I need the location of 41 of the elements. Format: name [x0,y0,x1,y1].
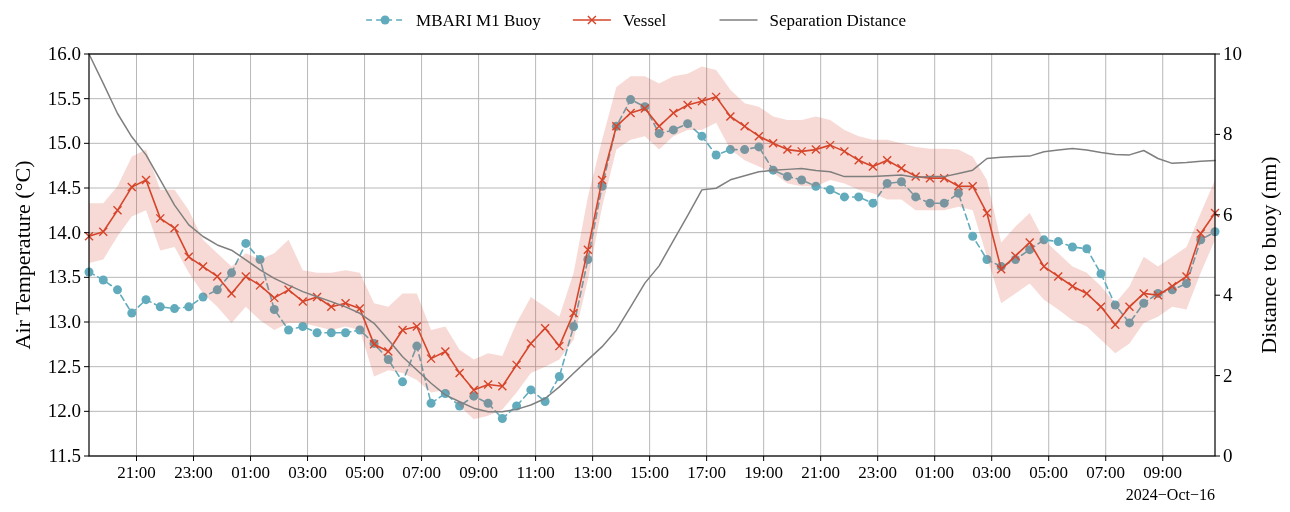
x-tick-label: 17:00 [687,463,726,482]
x-tick-label: 03:00 [288,463,327,482]
y-tick-label: 15.5 [47,87,81,109]
legend-label: MBARI M1 Buoy [416,11,542,30]
y2-tick-label: 10 [1223,43,1242,64]
x-tick-label: 23:00 [174,463,213,482]
x-tick-label: 19:00 [744,463,784,482]
y-tick-label: 15.0 [47,132,81,154]
x-tick-label: 09:00 [459,463,498,482]
x-tick-label: 01:00 [915,463,955,482]
legend-label: Vessel [622,11,667,30]
legend-label: Separation Distance [769,11,906,30]
y-tick-label: 12.0 [47,400,81,422]
y2-tick-label: 6 [1223,203,1233,225]
y2-tick-label: 2 [1223,364,1233,386]
x-tick-label: 05:00 [1029,463,1069,482]
y-tick-label: 13.0 [47,311,81,332]
y2-tick-label: 0 [1223,445,1233,466]
y-tick-label: 11.5 [48,445,81,466]
x-tick-label: 21:00 [801,463,841,482]
y-tick-label: 13.5 [47,266,81,288]
x-tick-label: 01:00 [231,463,270,482]
y-tick-label: 14.5 [47,177,81,198]
x-tick-label: 21:00 [117,463,156,482]
y2-tick-label: 8 [1223,123,1233,145]
y2-tick-label: 4 [1223,284,1233,306]
x-tick-label: 03:00 [972,463,1012,482]
y2-axis-title: Distance to buoy (nm) [1256,156,1281,354]
x-tick-label: 13:00 [573,463,612,482]
y-tick-label: 14.0 [47,221,81,243]
y-axis-title: Air Temperature (°C) [10,160,35,350]
x-tick-label: 09:00 [1143,463,1183,482]
x-tick-label: 11:00 [516,463,555,482]
x-tick-label: 23:00 [858,463,898,482]
y-tick-label: 16.0 [47,43,81,64]
x-tick-label: 05:00 [345,463,384,482]
text: 2024−Oct−16 [1125,486,1215,503]
x-tick-label: 07:00 [402,463,441,482]
y-tick-label: 12.5 [47,355,81,377]
x-tick-label: 07:00 [1086,463,1126,482]
x-tick-label: 15:00 [630,463,669,482]
